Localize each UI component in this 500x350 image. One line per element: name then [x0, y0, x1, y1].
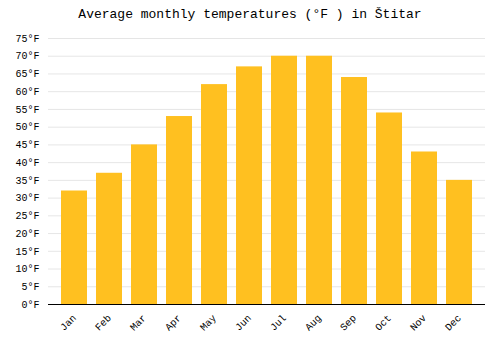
- svg-text:5°F: 5°F: [21, 282, 39, 293]
- svg-text:65°F: 65°F: [15, 69, 39, 80]
- svg-text:Dec: Dec: [443, 313, 464, 334]
- svg-text:Jul: Jul: [268, 313, 289, 334]
- svg-text:30°F: 30°F: [15, 193, 39, 204]
- svg-text:60°F: 60°F: [15, 87, 39, 98]
- svg-text:Nov: Nov: [408, 313, 429, 334]
- svg-text:Oct: Oct: [373, 313, 394, 334]
- svg-text:50°F: 50°F: [15, 122, 39, 133]
- svg-text:Sep: Sep: [338, 313, 359, 334]
- svg-text:Feb: Feb: [93, 313, 114, 334]
- svg-text:Mar: Mar: [128, 313, 149, 334]
- svg-text:45°F: 45°F: [15, 140, 39, 151]
- svg-text:10°F: 10°F: [15, 264, 39, 275]
- svg-text:15°F: 15°F: [15, 247, 39, 258]
- svg-text:Jun: Jun: [233, 313, 254, 334]
- svg-text:May: May: [198, 313, 219, 334]
- svg-text:20°F: 20°F: [15, 229, 39, 240]
- svg-text:25°F: 25°F: [15, 211, 39, 222]
- svg-text:55°F: 55°F: [15, 105, 39, 116]
- svg-text:Aug: Aug: [303, 313, 324, 334]
- svg-text:0°F: 0°F: [21, 300, 39, 311]
- svg-text:70°F: 70°F: [15, 51, 39, 62]
- svg-text:75°F: 75°F: [15, 34, 39, 45]
- svg-text:Jan: Jan: [58, 313, 79, 334]
- svg-text:35°F: 35°F: [15, 176, 39, 187]
- svg-text:40°F: 40°F: [15, 158, 39, 169]
- html-text:Average monthly temperatures (: Average monthly temperatures (°F ) in Št…: [78, 7, 422, 22]
- svg-text:Apr: Apr: [163, 313, 184, 334]
